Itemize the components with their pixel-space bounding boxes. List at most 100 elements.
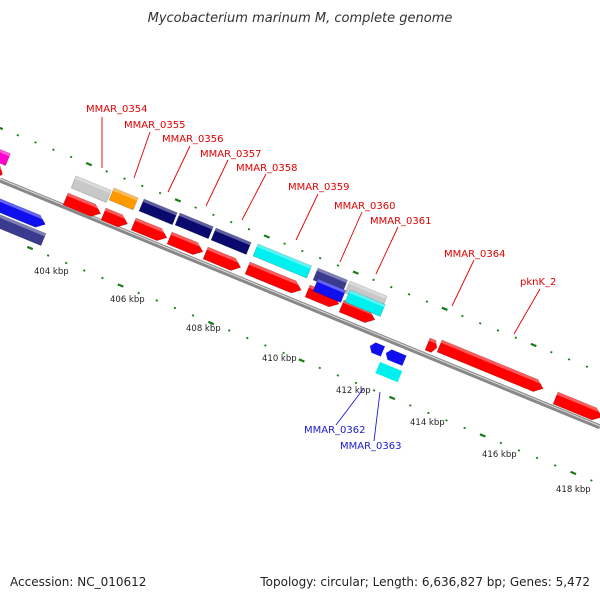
leader-line xyxy=(339,211,363,263)
tick-mark xyxy=(441,306,448,311)
scale-label: 408 kbp xyxy=(186,324,221,334)
tick-mark xyxy=(83,269,86,272)
feature-cds-0354 xyxy=(62,192,104,217)
tick-mark xyxy=(390,285,393,289)
tick-mark xyxy=(212,213,215,217)
accession-text: Accession: NC_010612 xyxy=(10,575,146,589)
tick-mark xyxy=(388,395,396,401)
tick-mark xyxy=(514,336,518,339)
feature-cds-small xyxy=(424,337,440,353)
feature-orange-0355 xyxy=(108,187,139,211)
tick-mark xyxy=(117,283,124,288)
tick-mark xyxy=(496,329,500,332)
tick-mark xyxy=(567,358,571,361)
feature-grey-0354 xyxy=(70,175,112,203)
tick-mark xyxy=(155,299,159,302)
feature-slate-left xyxy=(0,212,47,246)
tick-mark xyxy=(264,344,267,347)
leader-line xyxy=(373,391,381,442)
tick-mark xyxy=(463,426,466,430)
tick-mark xyxy=(174,198,182,203)
tick-mark xyxy=(336,264,340,267)
feature-cyan-0359 xyxy=(252,243,313,279)
tick-mark xyxy=(173,306,177,310)
tick-mark xyxy=(407,293,411,296)
feature-blue-0360b xyxy=(312,278,347,303)
tick-mark xyxy=(517,449,521,452)
gene-label: MMAR_0362 xyxy=(304,425,366,436)
tick-mark xyxy=(478,322,482,325)
tick-mark xyxy=(336,374,340,377)
leader-line xyxy=(167,145,191,193)
gene-label: MMAR_0363 xyxy=(340,441,402,452)
scale-label: 416 kbp xyxy=(482,450,517,460)
tick-mark xyxy=(227,329,231,332)
scale-label: 410 kbp xyxy=(262,354,297,364)
tick-mark xyxy=(301,249,304,253)
tick-mark xyxy=(530,342,537,348)
tick-mark xyxy=(352,270,359,275)
tick-mark xyxy=(101,276,104,280)
leader-line xyxy=(295,193,319,241)
tick-mark xyxy=(137,291,140,295)
tick-mark xyxy=(85,162,93,167)
tick-mark xyxy=(354,381,358,385)
gene-label: MMAR_0359 xyxy=(288,182,350,193)
tick-mark xyxy=(64,261,68,265)
gene-label: MMAR_0364 xyxy=(444,249,506,260)
tick-mark xyxy=(409,404,412,407)
leader-line xyxy=(241,173,267,221)
feature-blue-0362b xyxy=(385,349,407,366)
scale-label: 414 kbp xyxy=(410,418,445,428)
tick-mark xyxy=(427,411,430,415)
feature-cds-0357 xyxy=(166,231,206,255)
leader-line xyxy=(205,159,229,207)
gene-label: MMAR_0358 xyxy=(236,163,298,174)
tick-mark xyxy=(425,300,429,303)
tick-mark xyxy=(247,228,251,231)
feature-navy-0356 xyxy=(138,198,178,226)
gene-label: MMAR_0356 xyxy=(162,134,224,145)
tick-mark xyxy=(318,366,322,370)
tick-mark xyxy=(570,470,577,476)
feature-navy-0358 xyxy=(210,227,252,255)
tick-mark xyxy=(158,191,162,195)
tick-mark xyxy=(479,433,486,438)
tick-mark xyxy=(46,254,50,257)
leader-line xyxy=(451,259,475,307)
feature-cyan-0363 xyxy=(375,362,403,383)
scale-label: 404 kbp xyxy=(34,267,69,277)
tick-mark xyxy=(372,389,376,392)
tick-mark xyxy=(69,155,73,159)
genome-backbone xyxy=(0,177,600,430)
tick-mark xyxy=(298,358,305,363)
feature-cds-0359 xyxy=(244,261,304,294)
tick-mark xyxy=(445,419,448,422)
tick-mark xyxy=(318,256,322,260)
tick-mark xyxy=(282,351,285,355)
feature-cds-pknk2 xyxy=(552,391,600,421)
tick-mark xyxy=(34,141,37,144)
tick-mark xyxy=(229,220,233,224)
tick-mark xyxy=(141,184,144,188)
feature-blue-0362 xyxy=(369,342,385,357)
feature-cds-0355 xyxy=(100,207,131,228)
gene-label: MMAR_0354 xyxy=(86,104,148,115)
feature-slate-0360 xyxy=(312,267,348,293)
tick-mark xyxy=(123,177,126,180)
map-title: Mycobacterium marinum M, complete genome xyxy=(148,11,453,26)
tick-mark xyxy=(585,365,589,368)
feature-cyan-0361b xyxy=(344,289,386,317)
tick-mark xyxy=(105,170,108,173)
tick-mark xyxy=(16,134,20,137)
tick-mark xyxy=(535,456,539,460)
gene-labels: MMAR_0354 MMAR_0355 MMAR_0356 MMAR_0357 MMAR… xyxy=(86,104,556,452)
inner-tick-dots xyxy=(26,245,593,482)
scale-label: 406 kbp xyxy=(110,295,145,305)
tick-mark xyxy=(590,479,593,482)
leader-line xyxy=(133,131,151,179)
scale-label: 412 kbp xyxy=(336,386,371,396)
tick-mark xyxy=(372,278,375,282)
tick-mark xyxy=(207,320,215,326)
